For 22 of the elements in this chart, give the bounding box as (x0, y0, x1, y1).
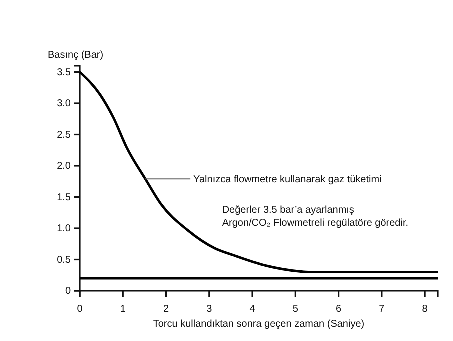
line-series (78, 71, 440, 274)
x-tick-label: 7 (379, 304, 386, 315)
x-tick-label: 1 (120, 304, 126, 315)
y-tick-label: 3.0 (57, 98, 72, 110)
x-axis-title: Torcu kullandıktan sonra geçen zaman (Saniye) (153, 319, 365, 330)
y-tick-label: 3.5 (57, 67, 72, 78)
y-tick-label: 0.5 (57, 254, 72, 266)
y-tick-label: 1.0 (57, 224, 72, 235)
x-tick-label: 3 (206, 304, 213, 315)
x-tick-label: 5 (292, 304, 299, 315)
y-tick-label: 2.0 (57, 161, 72, 172)
x-tick-label: 0 (77, 304, 84, 315)
y-tick-label: 2.5 (57, 130, 72, 141)
annotation: Değerler 3.5 bar’a ayarlanmış Argon/CO₂ Flowmetreli regülatöre göredir. (222, 204, 409, 229)
y-tick-label: 0 (65, 286, 72, 298)
x-tick-label: 2 (163, 304, 170, 315)
y-axis-title: Basınç (Bar) (48, 50, 104, 61)
y-tick-label: 1.5 (57, 192, 72, 204)
x-tick-label: 6 (336, 304, 342, 315)
x-tick-label: 8 (422, 304, 428, 315)
x-tick-label: 4 (250, 304, 256, 315)
annotation: Yalnızca flowmetre kullanarak gaz tüketimi (194, 174, 382, 186)
